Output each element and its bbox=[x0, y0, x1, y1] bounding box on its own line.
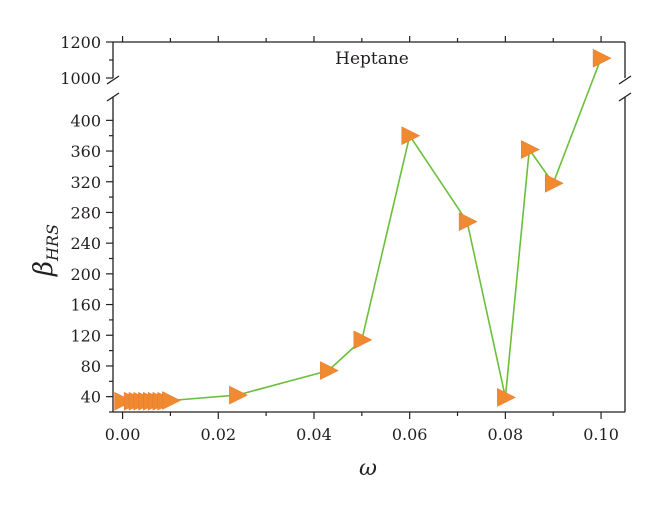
y-tick-label: 280 bbox=[70, 203, 101, 222]
series-line-0 bbox=[122, 57, 602, 403]
data-point-marker bbox=[162, 391, 181, 410]
svg-text:βHRS: βHRS bbox=[29, 224, 62, 277]
x-tick-label: 0.10 bbox=[583, 425, 619, 444]
x-tick-label: 0.00 bbox=[105, 425, 141, 444]
data-point-marker bbox=[353, 330, 373, 350]
data-point-marker bbox=[320, 361, 339, 380]
axis-break-left-bottom bbox=[106, 92, 120, 102]
data-point-marker bbox=[401, 126, 421, 146]
y-tick-label: 40 bbox=[81, 388, 101, 407]
data-point-marker bbox=[544, 173, 564, 193]
y-axis-title: βHRS bbox=[29, 224, 62, 277]
data-point-marker bbox=[521, 140, 540, 159]
y-tick-label: 360 bbox=[70, 142, 101, 161]
x-tick-label: 0.02 bbox=[200, 425, 236, 444]
x-tick-label: 0.04 bbox=[296, 425, 332, 444]
y-axis-title-main: β bbox=[29, 261, 59, 277]
y-tick-label: 200 bbox=[70, 265, 101, 284]
y-tick-label: 1000 bbox=[60, 69, 101, 88]
axis-break-right-top bbox=[618, 75, 632, 85]
axis-break-left-top bbox=[106, 75, 120, 85]
data-point-marker bbox=[229, 385, 248, 405]
data-point-marker bbox=[458, 212, 478, 232]
data-point-marker bbox=[497, 388, 516, 407]
y-tick-label: 1200 bbox=[60, 33, 101, 52]
y-tick-label: 120 bbox=[70, 326, 101, 345]
data-point-marker bbox=[592, 48, 612, 68]
annotation-label: Heptane bbox=[335, 49, 409, 69]
series-layer bbox=[114, 48, 612, 411]
y-tick-label: 80 bbox=[81, 357, 101, 376]
x-tick-label: 0.06 bbox=[392, 425, 428, 444]
y-tick-label: 240 bbox=[70, 234, 101, 253]
y-tick-label: 400 bbox=[70, 111, 101, 130]
y-tick-label: 160 bbox=[70, 296, 101, 315]
x-axis-title: ω bbox=[359, 456, 377, 481]
x-tick-label: 0.08 bbox=[488, 425, 524, 444]
y-tick-label: 320 bbox=[70, 173, 101, 192]
axes: 0.00 0.02 0.04 0.06 0.08 0.10 40 80 120 160 200 240… bbox=[60, 33, 632, 444]
data-point-marker bbox=[114, 391, 134, 411]
axis-break-right-bottom bbox=[618, 92, 632, 102]
y-axis-title-sub: HRS bbox=[43, 224, 62, 262]
